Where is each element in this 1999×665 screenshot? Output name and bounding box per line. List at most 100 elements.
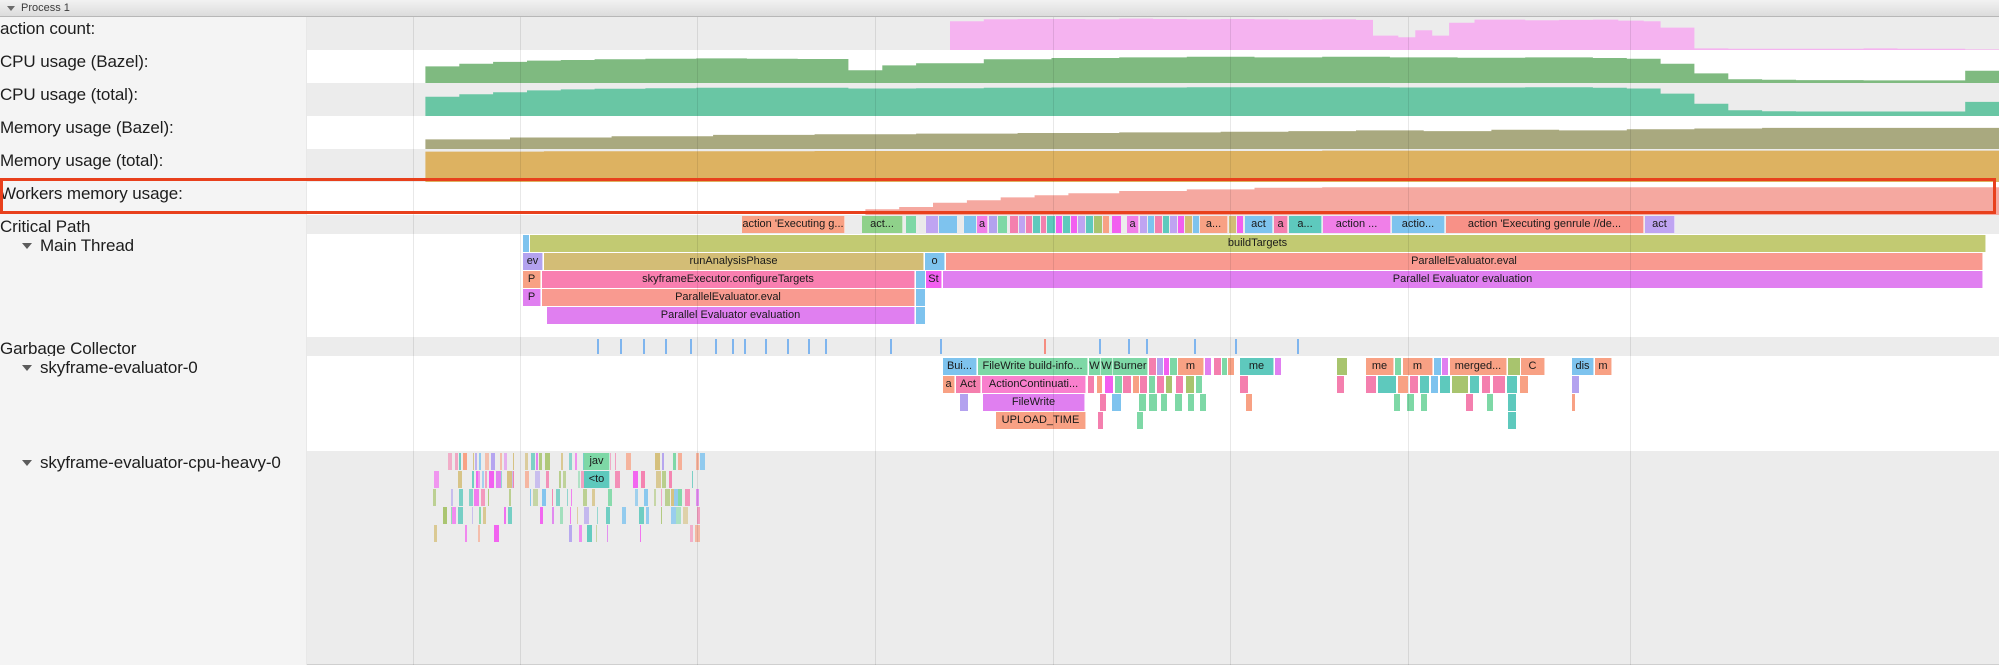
cpu-heavy-slice[interactable]	[512, 453, 514, 470]
gc-event-tick[interactable]	[1194, 339, 1196, 354]
cpu-heavy-slice[interactable]	[654, 489, 657, 506]
critical-path-slice[interactable]	[1112, 216, 1121, 233]
cpu-heavy-slice[interactable]	[661, 489, 663, 506]
cpu-heavy-slice[interactable]	[655, 471, 661, 488]
critical-path-slice[interactable]	[1071, 216, 1077, 233]
skyframe-evaluator-0-d0-slice[interactable]: m	[1595, 358, 1612, 375]
track-label-workers-memory-usage[interactable]: Workers memory usage:	[0, 182, 306, 204]
cpu-heavy-slice[interactable]	[512, 471, 514, 488]
cpu-heavy-slice[interactable]	[682, 507, 688, 524]
critical-path-slice[interactable]	[989, 216, 997, 233]
skyframe-evaluator-0-d1-slice[interactable]: ActionContinuati...	[982, 376, 1086, 393]
cpu-heavy-slice[interactable]	[457, 471, 462, 488]
track-label-cpu-usage-total[interactable]: CPU usage (total):	[0, 83, 306, 105]
skyframe-evaluator-0-d1-slice[interactable]	[1337, 376, 1344, 393]
gc-event-tick[interactable]	[665, 339, 667, 354]
cpu-heavy-slice[interactable]	[695, 525, 701, 542]
skyframe-evaluator-0-d0-slice[interactable]	[1222, 358, 1227, 375]
cpu-heavy-slice[interactable]	[699, 453, 705, 470]
gc-event-tick[interactable]	[690, 339, 692, 354]
cpu-heavy-slice[interactable]	[511, 471, 513, 488]
cpu-heavy-slice[interactable]	[482, 507, 486, 524]
critical-path-slice[interactable]: act	[1245, 216, 1273, 233]
main-thread-d2-slice[interactable]: P	[523, 271, 541, 288]
cpu-heavy-slice[interactable]	[665, 489, 671, 506]
track-label-cpu-usage-bazel[interactable]: CPU usage (Bazel):	[0, 50, 306, 72]
main-thread-d2-slice[interactable]: Parallel Evaluator evaluation	[943, 271, 1983, 288]
gc-event-tick[interactable]	[1099, 339, 1101, 354]
cpu-heavy-slice[interactable]	[592, 489, 596, 506]
skyframe-evaluator-0-d0-slice[interactable]	[1228, 358, 1234, 375]
critical-path-slice[interactable]	[1056, 216, 1062, 233]
skyframe-evaluator-0-d0-slice[interactable]: FileWrite build-info...	[978, 358, 1088, 375]
cpu-heavy-slice[interactable]	[474, 453, 477, 470]
gc-event-tick[interactable]	[620, 339, 622, 354]
cpu-heavy-slice[interactable]	[530, 489, 532, 506]
skyframe-evaluator-0-d3-slice[interactable]	[1137, 412, 1143, 429]
track-label-skyframe-evaluator-0[interactable]: skyframe-evaluator-0	[0, 356, 306, 378]
skyframe-evaluator-0-d1-slice[interactable]	[1431, 376, 1438, 393]
cpu-heavy-slice[interactable]	[587, 525, 593, 542]
cpu-heavy-slice[interactable]	[477, 471, 480, 488]
gc-event-tick[interactable]	[890, 339, 892, 354]
cpu-heavy-slice[interactable]	[471, 471, 474, 488]
skyframe-evaluator-0-d1-slice[interactable]	[1493, 376, 1505, 393]
critical-path-slice[interactable]	[1078, 216, 1085, 233]
track-label-garbage-collector[interactable]: Garbage Collector	[0, 337, 306, 359]
cpu-heavy-slice[interactable]	[661, 471, 666, 488]
skyframe-evaluator-0-d0-slice[interactable]: W	[1101, 358, 1113, 375]
cpu-heavy-slice[interactable]	[558, 471, 561, 488]
cpu-heavy-slice[interactable]	[691, 471, 693, 488]
skyframe-evaluator-0-d1-slice[interactable]	[1088, 376, 1094, 393]
cpu-heavy-slice[interactable]	[538, 453, 542, 470]
skyframe-evaluator-0-d0-slice[interactable]: m	[1178, 358, 1204, 375]
critical-path-slice[interactable]	[1163, 216, 1169, 233]
critical-path-slice[interactable]	[1237, 216, 1243, 233]
main-thread-d0-slice[interactable]: buildTargets	[530, 235, 1986, 252]
skyframe-evaluator-0-d1-slice[interactable]	[1176, 376, 1183, 393]
main-thread-d1-slice[interactable]: ParallelEvaluator.eval	[946, 253, 1983, 270]
gc-event-tick[interactable]	[1235, 339, 1237, 354]
cpu-heavy-slice[interactable]	[524, 453, 528, 470]
skyframe-evaluator-0-d2-slice[interactable]	[1394, 394, 1400, 411]
critical-path-slice[interactable]: a	[1127, 216, 1139, 233]
skyframe-evaluator-0-d0-slice[interactable]	[1164, 358, 1169, 375]
cpu-heavy-labelled-slice[interactable]: jav	[584, 453, 610, 470]
skyframe-evaluator-0-d0-slice[interactable]: dis	[1572, 358, 1594, 375]
skyframe-evaluator-0-d2-slice[interactable]	[1246, 394, 1252, 411]
cpu-heavy-slice[interactable]	[596, 525, 598, 542]
cpu-heavy-slice[interactable]	[644, 489, 649, 506]
cpu-heavy-slice[interactable]	[542, 489, 547, 506]
metric-track-memory-usage-total[interactable]	[307, 149, 1999, 182]
skyframe-evaluator-0-d1-slice[interactable]	[1507, 376, 1517, 393]
cpu-heavy-slice[interactable]	[559, 507, 563, 524]
critical-path-slice[interactable]	[1019, 216, 1025, 233]
gc-event-tick[interactable]	[744, 339, 746, 354]
cpu-heavy-slice[interactable]	[433, 489, 437, 506]
chevron-down-icon[interactable]	[22, 243, 32, 249]
critical-path-slice[interactable]: a	[977, 216, 988, 233]
cpu-heavy-slice[interactable]	[696, 507, 700, 524]
cpu-heavy-slice[interactable]	[488, 471, 494, 488]
critical-path-slice[interactable]	[1086, 216, 1093, 233]
cpu-heavy-slice[interactable]	[574, 453, 577, 470]
cpu-heavy-slice[interactable]	[661, 453, 664, 470]
skyframe-evaluator-0-d1-slice[interactable]	[1157, 376, 1164, 393]
main-thread-d2-slice[interactable]: skyframeExecutor.configureTargets	[542, 271, 915, 288]
cpu-heavy-slice[interactable]	[500, 471, 502, 488]
skyframe-evaluator-0-d1-slice[interactable]	[1410, 376, 1418, 393]
cpu-heavy-slice[interactable]	[533, 489, 539, 506]
skyframe-evaluator-0-d1-slice[interactable]	[1440, 376, 1450, 393]
cpu-heavy-slice[interactable]	[638, 507, 644, 524]
critical-path-slice[interactable]	[1185, 216, 1192, 233]
skyframe-evaluator-0-d2-slice[interactable]	[1112, 394, 1121, 411]
skyframe-evaluator-0-d0-slice[interactable]	[1337, 358, 1347, 375]
gc-event-tick[interactable]	[715, 339, 717, 354]
gc-event-tick[interactable]	[1044, 339, 1046, 354]
skyframe-evaluator-0-d1-slice[interactable]	[1420, 376, 1429, 393]
main-thread-d4-slice[interactable]	[916, 307, 925, 324]
cpu-heavy-slice[interactable]	[645, 507, 649, 524]
cpu-heavy-slice[interactable]	[625, 453, 631, 470]
cpu-heavy-slice[interactable]	[696, 489, 700, 506]
gc-event-tick[interactable]	[1146, 339, 1148, 354]
